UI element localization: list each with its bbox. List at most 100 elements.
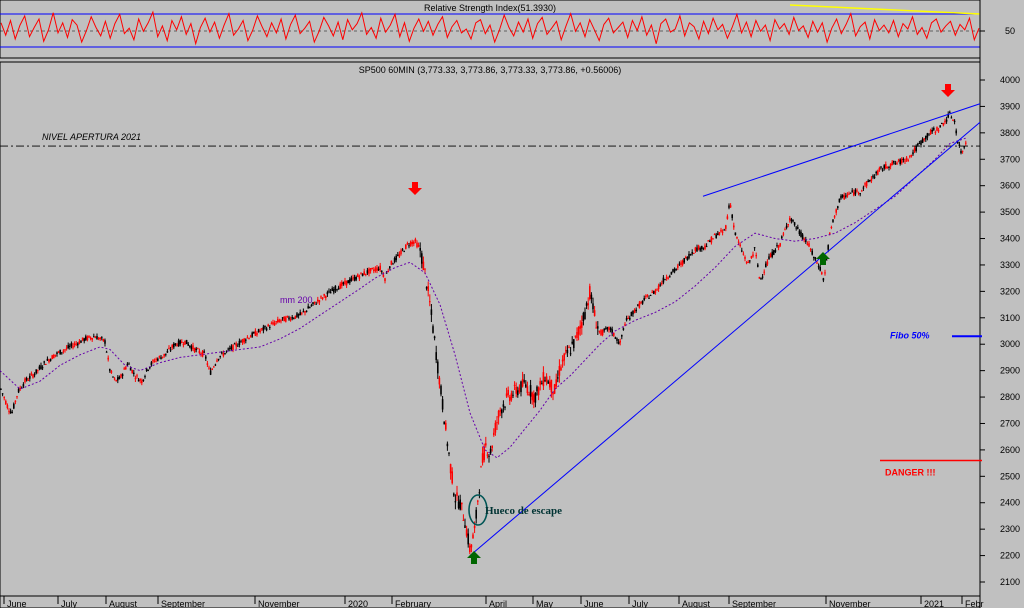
candle-body [437, 361, 439, 374]
candle-body [557, 377, 559, 379]
candle-body [886, 166, 889, 168]
candle-body [776, 245, 778, 247]
candle-body [933, 127, 935, 130]
candle-body [141, 380, 143, 384]
candle-body [569, 353, 572, 355]
candle-body [161, 356, 164, 358]
candle-body [718, 232, 721, 235]
candle-body [616, 338, 618, 341]
x-tick-label: July [632, 599, 649, 608]
candle-body [73, 343, 76, 346]
candle-body [507, 389, 509, 395]
candle-body [525, 384, 527, 387]
candle-body [246, 337, 249, 339]
candle-body [443, 421, 445, 425]
candle-body [942, 123, 945, 126]
candle-body [137, 379, 140, 382]
candle-body [685, 257, 687, 259]
candle-body [445, 422, 447, 430]
candle-body [486, 454, 489, 456]
candle-body [283, 316, 285, 322]
candle-body [200, 353, 202, 355]
candle-body [680, 262, 682, 265]
candle-body [760, 277, 762, 279]
candle-body [163, 353, 165, 357]
candle-body [265, 328, 268, 331]
candle-body [667, 277, 669, 279]
candle-body [592, 303, 594, 310]
candle-body [521, 379, 524, 387]
candle-body [427, 286, 429, 291]
y-tick-label: 3300 [1000, 260, 1020, 270]
candle-body [689, 254, 692, 256]
candle-body [813, 256, 815, 258]
candle-body [267, 324, 269, 327]
candle-body [414, 239, 417, 242]
candle-body [840, 195, 842, 199]
candle-body [109, 368, 111, 371]
candle-body [649, 295, 652, 297]
candle-body [467, 533, 469, 545]
candle-body [493, 432, 495, 436]
candle-body [805, 239, 807, 242]
candle-body [867, 180, 869, 183]
candle-body [64, 349, 66, 351]
candle-body [965, 142, 967, 144]
candle-body [470, 544, 473, 548]
candle-body [360, 272, 362, 274]
candle-body [883, 165, 885, 169]
candle-body [29, 375, 31, 379]
arrow-down-icon [408, 182, 422, 195]
candle-body [51, 355, 53, 360]
candle-body [171, 345, 173, 348]
candle-body [89, 337, 92, 339]
candle-body [422, 261, 425, 271]
candle-body [329, 291, 332, 294]
rsi-series-line [0, 10, 980, 46]
candle-body [528, 394, 530, 396]
candle-body [608, 326, 610, 331]
candle-body [336, 289, 338, 291]
candle-body [603, 328, 605, 331]
candle-body [333, 289, 335, 293]
candle-body [920, 140, 922, 145]
candle-body [728, 205, 730, 208]
candle-body [245, 339, 247, 341]
candle-body [529, 385, 532, 397]
candle-body [944, 121, 946, 123]
candle-body [523, 380, 525, 382]
candle-body [737, 241, 740, 243]
candle-body [313, 301, 316, 303]
candle-body [533, 394, 535, 403]
candle-body [464, 525, 466, 529]
candle-body [53, 355, 55, 359]
candle-body [174, 343, 177, 346]
candle-body [289, 318, 292, 321]
candle-body [752, 254, 754, 257]
candle-body [846, 194, 849, 197]
candle-body [515, 386, 517, 394]
candle-body [254, 330, 257, 336]
rsi-panel: Relative Strength Index(51.3930) 50 [0, 0, 1015, 59]
candle-body [46, 358, 49, 361]
candle-body [865, 181, 868, 187]
candle-body [409, 241, 412, 246]
candle-body [739, 244, 741, 246]
candle-body [917, 143, 919, 146]
candle-body [147, 369, 149, 371]
candle-body [589, 286, 591, 300]
candle-body [957, 141, 959, 144]
candle-body [923, 138, 925, 140]
candle-body [411, 241, 413, 245]
candle-body [565, 350, 567, 352]
candle-body [293, 318, 295, 320]
candle-body [958, 144, 961, 146]
candle-body [193, 347, 196, 352]
candle-body [285, 317, 287, 322]
candle-body [112, 376, 114, 378]
candle-body [656, 289, 658, 291]
candle-body [421, 253, 423, 264]
candle-body [105, 351, 108, 353]
x-tick-label: July [61, 599, 78, 608]
candle-body [937, 130, 940, 132]
